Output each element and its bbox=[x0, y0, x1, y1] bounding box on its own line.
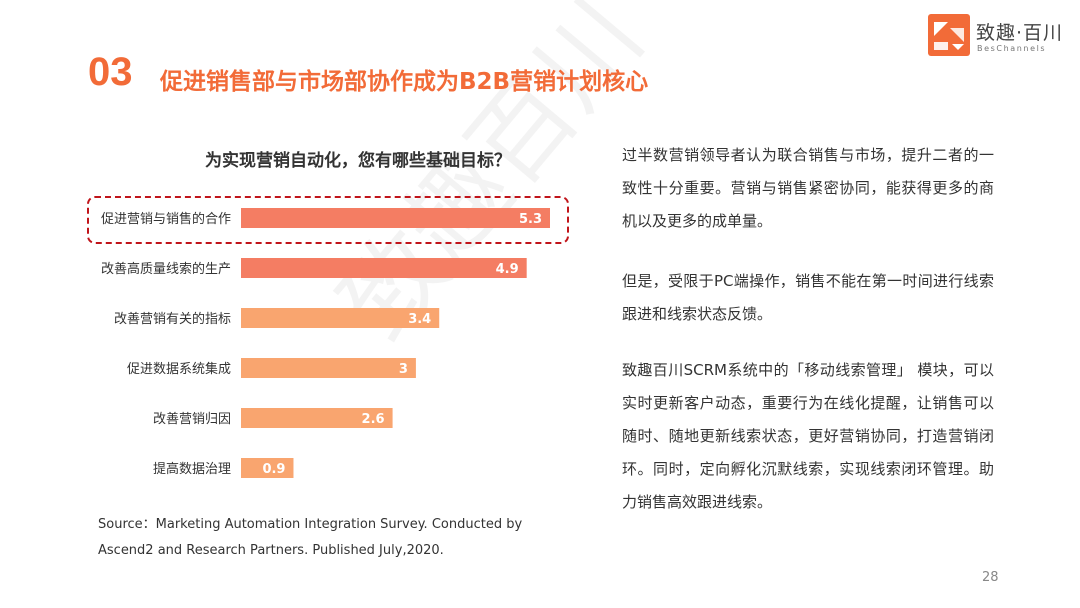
bar bbox=[241, 258, 527, 278]
category-label: 提高数据治理 bbox=[153, 461, 231, 477]
value-label: 3.4 bbox=[408, 312, 431, 327]
source-note: Source：Marketing Automation Integration … bbox=[98, 517, 523, 558]
paragraph-3: 致趣百川SCRM系统中的「移动线索管理」 模块，可以实时更新客户动态，重要行为在… bbox=[622, 361, 994, 511]
paragraph-2: 但是，受限于PC端操作，销售不能在第一时间进行线索跟进和线索状态反馈。 bbox=[622, 272, 994, 323]
bar bbox=[241, 408, 393, 428]
bar bbox=[241, 458, 294, 478]
value-label: 4.9 bbox=[496, 262, 519, 277]
value-label: 0.9 bbox=[262, 462, 285, 477]
category-label: 改善高质量线索的生产 bbox=[101, 261, 231, 277]
logo: 致趣·百川 BesChannels bbox=[928, 14, 1068, 60]
logo-subtitle: BesChannels bbox=[977, 44, 1047, 53]
value-label: 2.6 bbox=[362, 412, 385, 427]
category-label: 改善营销有关的指标 bbox=[114, 311, 231, 327]
bar bbox=[241, 308, 440, 328]
value-label: 5.3 bbox=[519, 212, 542, 227]
page-title: 促进销售部与市场部协作成为B2B营销计划核心 bbox=[160, 69, 649, 95]
logo-icon bbox=[928, 14, 970, 56]
value-label: 3 bbox=[399, 362, 408, 377]
section-number: 03 bbox=[88, 50, 133, 94]
bar bbox=[241, 208, 550, 228]
category-label: 促进营销与销售的合作 bbox=[101, 211, 231, 227]
page-number: 28 bbox=[982, 570, 999, 585]
logo-name: 致趣·百川 bbox=[976, 22, 1064, 44]
highlight-box bbox=[87, 196, 569, 244]
paragraph-1: 过半数营销领导者认为联合销售与市场，提升二者的一致性十分重要。营销与销售紧密协同… bbox=[622, 146, 994, 230]
bar bbox=[241, 358, 416, 378]
category-label: 促进数据系统集成 bbox=[127, 361, 231, 377]
category-label: 改善营销归因 bbox=[153, 411, 231, 427]
chart-title: 为实现营销自动化，您有哪些基础目标？ bbox=[205, 151, 511, 171]
